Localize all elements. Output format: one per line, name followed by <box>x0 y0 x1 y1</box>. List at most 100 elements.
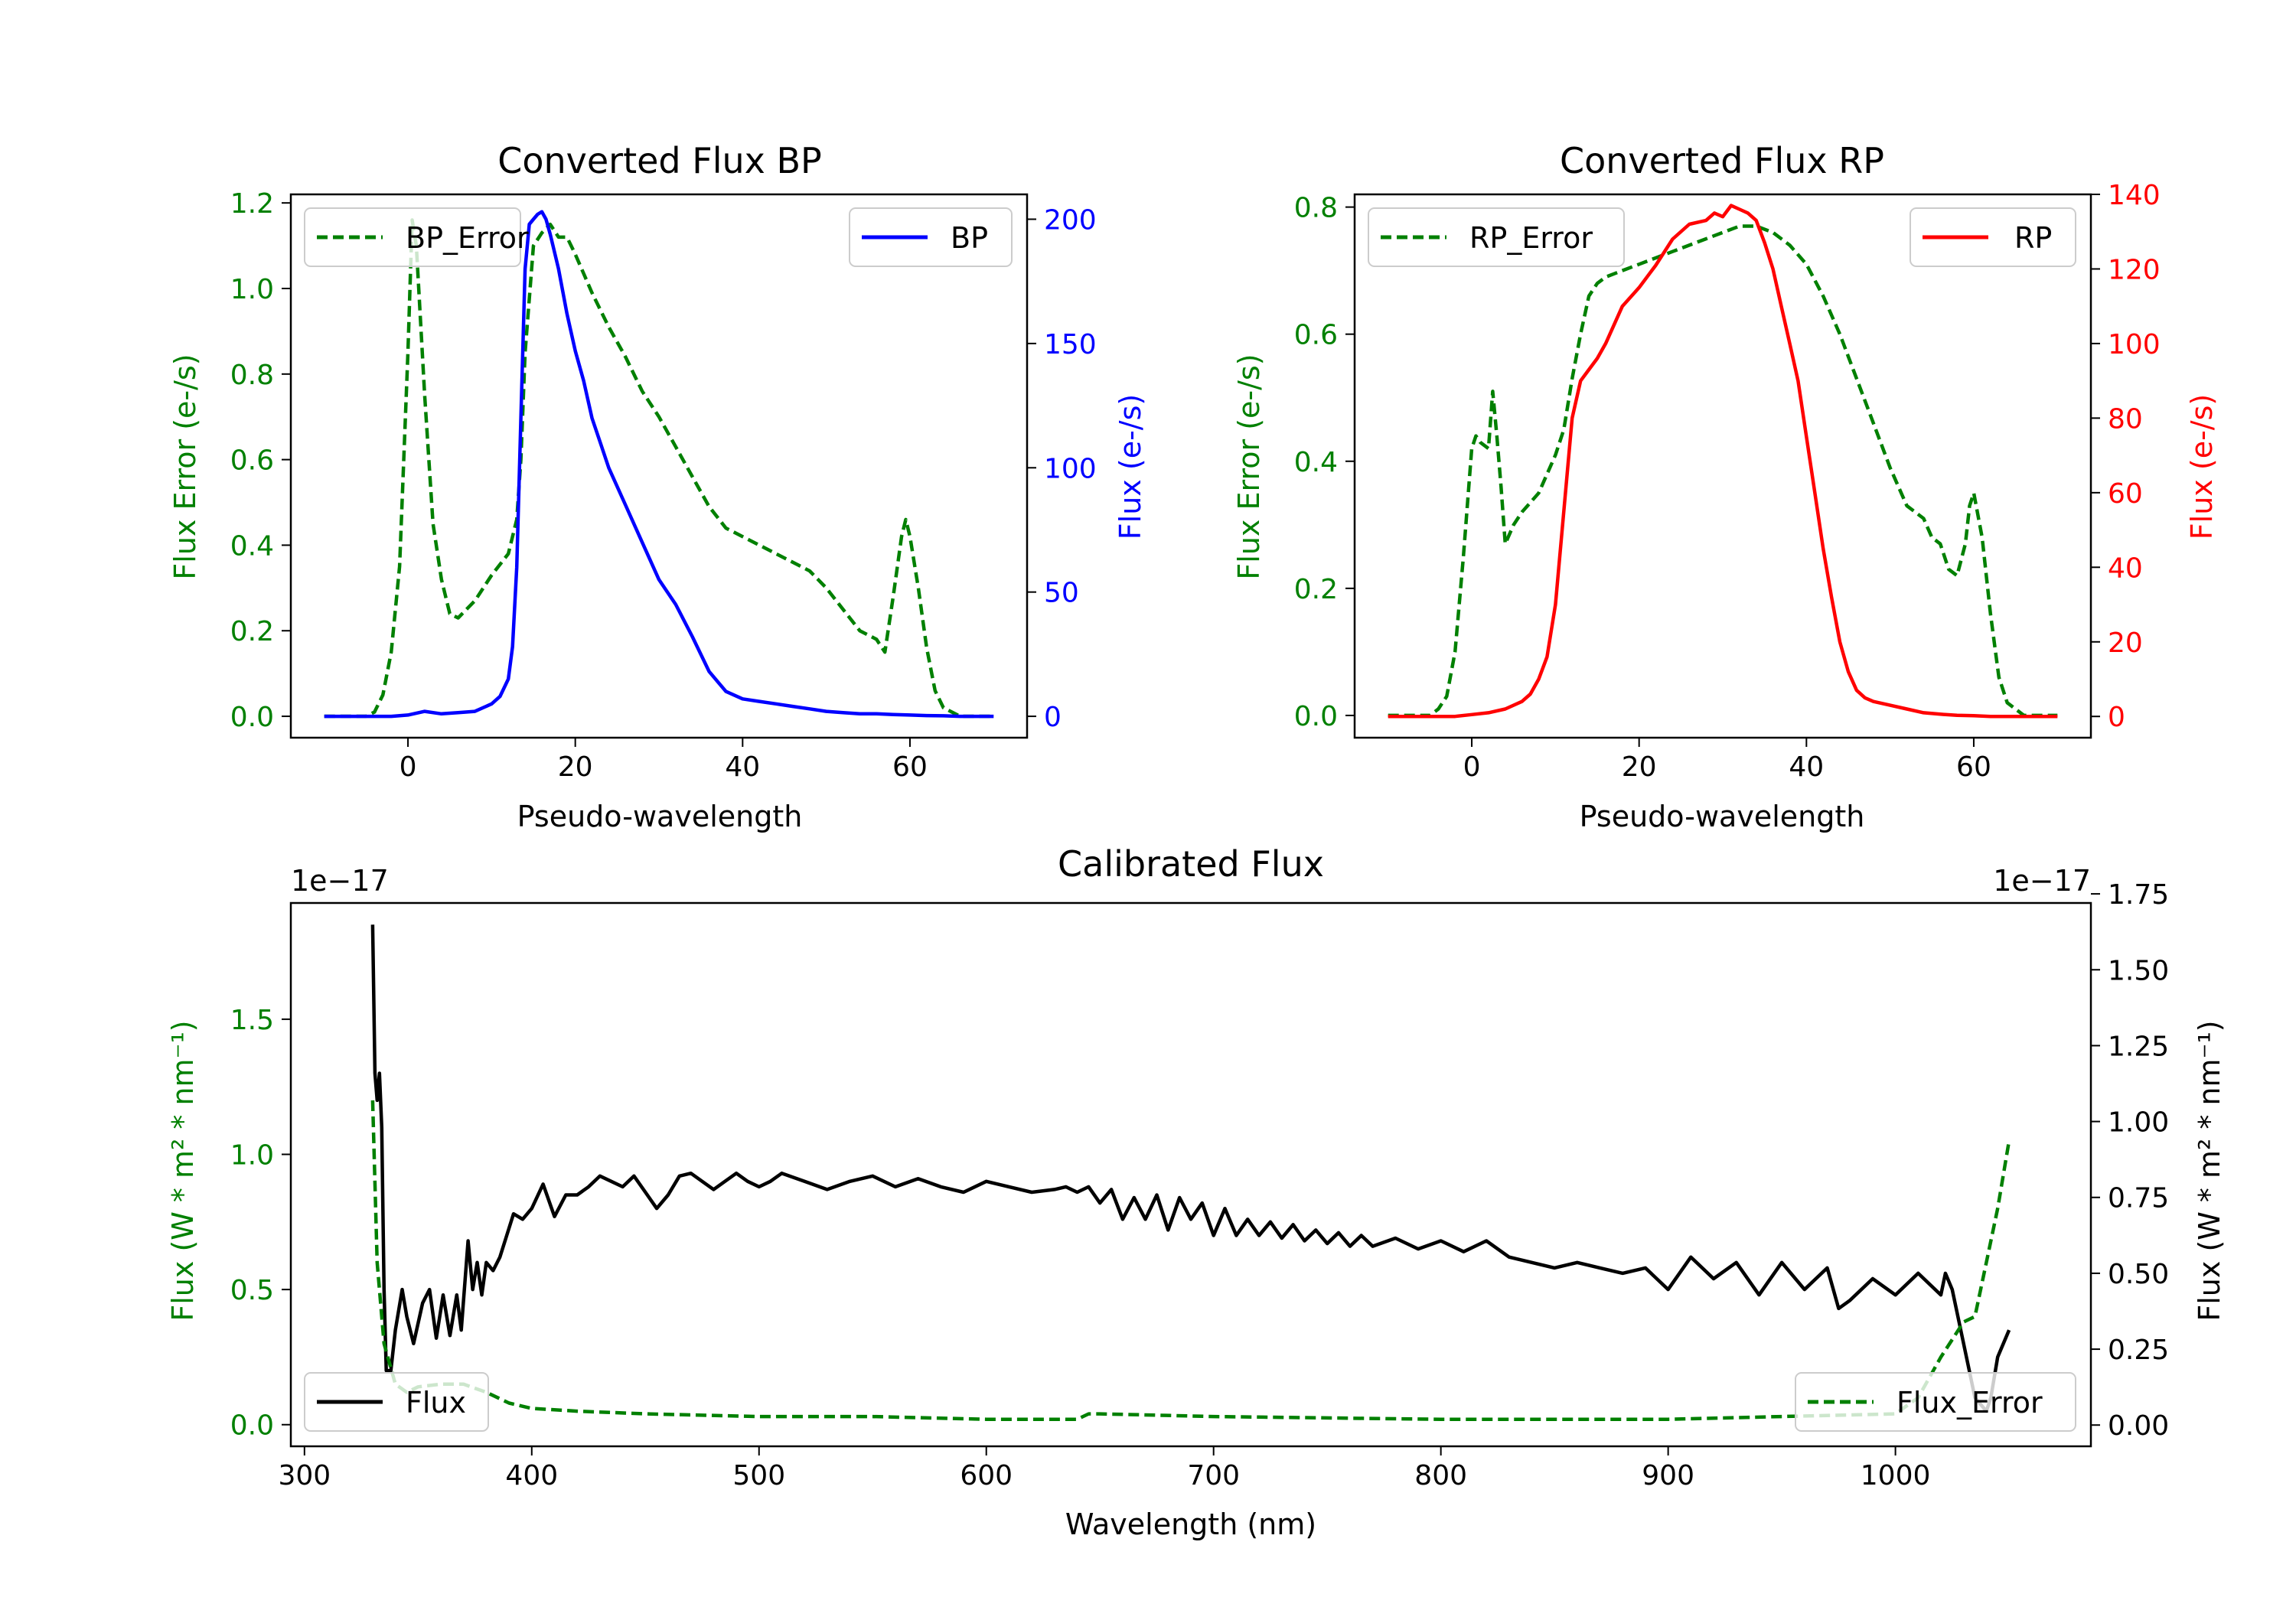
calibrated-xtick-label: 1000 <box>1861 1460 1931 1491</box>
rp-series-rp-error <box>1388 224 2058 718</box>
bp-ytick-left-label: 0.2 <box>230 616 274 647</box>
rp-ytick-left-label: 0.2 <box>1294 574 1338 605</box>
calibrated-xtick-label: 600 <box>960 1460 1013 1491</box>
rp-legend-left: RP_Error <box>1368 207 1625 267</box>
rp-ticks-layer: 0 20 40 60 0.0 0.2 0.4 0.6 0.8 0 20 40 60 80 100 120 140 <box>1294 180 2161 783</box>
rp-ytick-right-label: 100 <box>2108 329 2161 360</box>
rp-legend-right: RP <box>1910 207 2076 267</box>
calibrated-xtick-label: 300 <box>278 1460 331 1491</box>
rp-ytick-left-label: 0.4 <box>1294 447 1338 478</box>
calibrated-xtick-label: 800 <box>1414 1460 1467 1491</box>
rp-xlabel: Pseudo-wavelength <box>1580 800 1865 833</box>
bp-series-layer <box>324 210 994 719</box>
calibrated-legend-left-box <box>304 1372 489 1432</box>
bp-xlabel: Pseudo-wavelength <box>517 800 803 833</box>
bp-xtick-label: 20 <box>558 751 593 783</box>
rp-ytick-right-label: 20 <box>2108 627 2143 659</box>
calibrated-ytick-right-label: 1.50 <box>2108 955 2169 986</box>
rp-ytick-left-label: 0.6 <box>1294 320 1338 351</box>
rp-ytick-right-label: 60 <box>2108 478 2143 510</box>
bp-series-bp-error <box>324 218 994 719</box>
rp-xtick-label: 40 <box>1789 751 1824 783</box>
bp-xtick-label: 60 <box>892 751 928 783</box>
calibrated-ytick-right-label: 0.25 <box>2108 1335 2169 1366</box>
rp-ytick-right-label: 40 <box>2108 553 2143 584</box>
bp-ytick-right-label: 200 <box>1044 204 1097 236</box>
calibrated-ytick-right-label: 1.75 <box>2108 879 2169 911</box>
calibrated-plot-frame <box>289 901 2092 1448</box>
rp-ytick-right-label: 0 <box>2108 702 2125 733</box>
bp-ytick-left-label: 0.6 <box>230 445 274 477</box>
calibrated-xtick-label: 900 <box>1642 1460 1694 1491</box>
rp-ytick-right-label: 140 <box>2108 180 2161 211</box>
calibrated-xtick-label: 500 <box>732 1460 785 1491</box>
rp-legend-right-box <box>1910 207 2076 267</box>
calibrated-ytick-left-label: 0.0 <box>230 1410 274 1442</box>
bp-ytick-left-label: 1.0 <box>230 274 274 305</box>
calibrated-ytick-right-label: 0.75 <box>2108 1183 2169 1214</box>
bp-ytick-left-label: 0.0 <box>230 702 274 733</box>
calibrated-ylabel-left: Flux (W * m² * nm⁻¹) <box>166 1020 200 1321</box>
calibrated-xlabel: Wavelength (nm) <box>1065 1508 1316 1541</box>
rp-legend-right-label: RP <box>2014 221 2052 255</box>
calibrated-ytick-left-label: 1.5 <box>230 1005 274 1036</box>
bp-legend-right: BP <box>849 207 1013 267</box>
bp-series-bp <box>324 210 994 719</box>
calibrated-ytick-left-label: 0.5 <box>230 1275 274 1306</box>
calibrated-legend-right: Flux_Error <box>1795 1372 2076 1432</box>
rp-xtick-label: 60 <box>1956 751 1991 783</box>
bp-ytick-right-label: 50 <box>1044 578 1079 609</box>
bp-ytick-right-label: 150 <box>1044 329 1097 360</box>
calibrated-ytick-right-label: 0.00 <box>2108 1410 2169 1442</box>
calibrated-xtick-label: 400 <box>505 1460 558 1491</box>
panel-rp: Converted Flux RP Pseudo-wavelength Flux… <box>1232 140 2219 833</box>
bp-ylabel-left: Flux Error (e-/s) <box>168 354 202 579</box>
rp-ylabel-right: Flux (e-/s) <box>2185 394 2219 539</box>
bp-ytick-right-label: 100 <box>1044 453 1097 484</box>
rp-ylabel-left: Flux Error (e-/s) <box>1232 354 1266 579</box>
bp-ytick-right-label: 0 <box>1044 702 1062 733</box>
rp-ytick-left-label: 0.8 <box>1294 193 1338 224</box>
bp-legend-left-box <box>304 207 521 267</box>
bp-legend-left-label: BP_Error <box>406 221 529 255</box>
rp-title: Converted Flux RP <box>1560 140 1884 181</box>
calibrated-scale-left: 1e−17 <box>291 864 389 898</box>
calibrated-title: Calibrated Flux <box>1058 843 1324 885</box>
rp-plot-frame <box>1353 193 2092 739</box>
calibrated-ytick-left-label: 1.0 <box>230 1140 274 1172</box>
calibrated-legend-right-box <box>1795 1372 2076 1432</box>
calibrated-legend-left-label: Flux <box>406 1386 466 1420</box>
rp-xtick-label: 0 <box>1463 751 1481 783</box>
bp-ytick-left-label: 0.4 <box>230 530 274 562</box>
calibrated-series-layer <box>370 924 2011 1421</box>
rp-legend-left-label: RP_Error <box>1469 221 1593 255</box>
rp-series-rp <box>1388 204 2058 719</box>
calibrated-ytick-right-label: 1.00 <box>2108 1107 2169 1139</box>
bp-ytick-left-label: 0.8 <box>230 360 274 391</box>
bp-plot-frame <box>289 193 1029 739</box>
bp-xtick-label: 0 <box>400 751 417 783</box>
rp-xtick-label: 20 <box>1622 751 1657 783</box>
rp-ytick-right-label: 80 <box>2108 403 2143 435</box>
panel-calibrated: Calibrated Flux Wavelength (nm) Flux (W … <box>166 843 2226 1541</box>
calibrated-scale-right: 1e−17 <box>1993 864 2091 898</box>
calibrated-ytick-right-label: 1.25 <box>2108 1031 2169 1062</box>
calibrated-ylabel-right: Flux (W * m² * nm⁻¹) <box>2193 1020 2226 1321</box>
rp-ytick-right-label: 120 <box>2108 254 2161 285</box>
bp-ylabel-right: Flux (e-/s) <box>1114 394 1147 539</box>
calibrated-series-flux-error <box>370 1100 2011 1421</box>
bp-legend-right-box <box>849 207 1013 267</box>
rp-series-layer <box>1388 204 2058 719</box>
panel-bp: Converted Flux BP Pseudo-wavelength Flux… <box>168 140 1147 833</box>
calibrated-series-flux <box>370 924 2011 1413</box>
calibrated-ytick-right-label: 0.50 <box>2108 1259 2169 1290</box>
calibrated-legend-left: Flux <box>304 1372 489 1432</box>
rp-ytick-left-label: 0.0 <box>1294 701 1338 732</box>
calibrated-xtick-label: 700 <box>1187 1460 1240 1491</box>
bp-legend-right-label: BP <box>951 221 988 255</box>
bp-ticks-layer: 0 20 40 60 0.0 0.2 0.4 0.6 0.8 1.0 1.2 0 50 100 150 200 <box>230 188 1097 783</box>
calibrated-ticks-layer: 300 400 500 600 700 800 900 1000 0.0 0.5 1.0 1.5 0.0… <box>230 879 2169 1491</box>
rp-legend-left-box <box>1368 207 1625 267</box>
bp-ytick-left-label: 1.2 <box>230 188 274 220</box>
